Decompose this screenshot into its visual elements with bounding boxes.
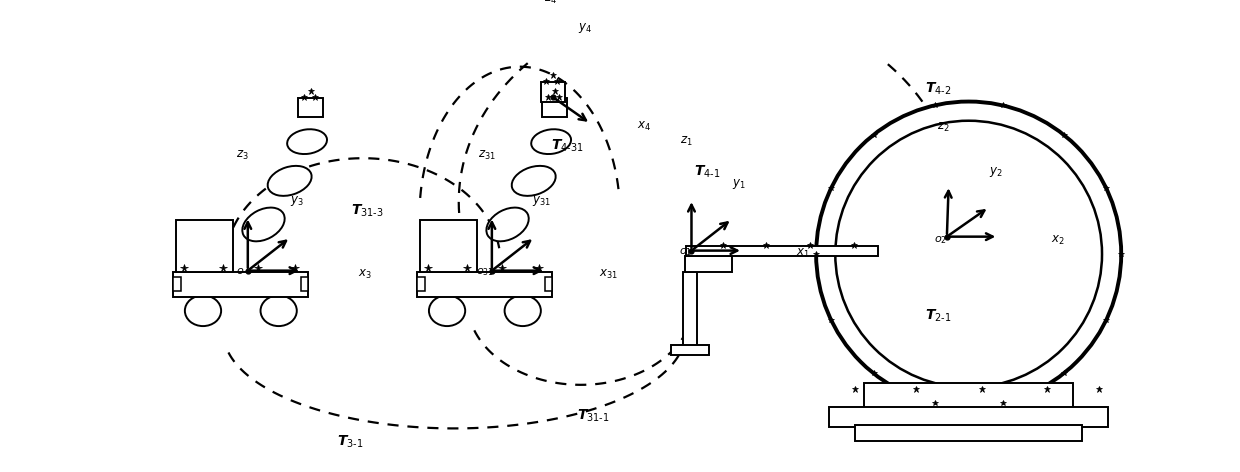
Text: $y_{31}$: $y_{31}$: [532, 194, 551, 208]
Text: $o_{31}$: $o_{31}$: [476, 266, 495, 278]
Bar: [830, 407, 1109, 427]
Ellipse shape: [512, 166, 556, 196]
Bar: [683, 271, 697, 350]
Text: $o_2$: $o_2$: [934, 234, 947, 246]
Bar: [542, 98, 567, 117]
Text: $o_1$: $o_1$: [680, 246, 692, 258]
Text: $x_3$: $x_3$: [357, 268, 372, 281]
Ellipse shape: [429, 295, 465, 326]
Text: $x_1$: $x_1$: [796, 247, 810, 261]
Bar: [174, 277, 181, 291]
Text: $x_4$: $x_4$: [637, 120, 651, 133]
Text: $z_{31}$: $z_{31}$: [477, 149, 496, 162]
Text: $\boldsymbol{T}_{4\text{-}31}$: $\boldsymbol{T}_{4\text{-}31}$: [552, 137, 584, 154]
Text: $z_4$: $z_4$: [543, 0, 557, 6]
Ellipse shape: [185, 295, 221, 326]
Ellipse shape: [260, 295, 296, 326]
Bar: [856, 425, 1083, 441]
Bar: [418, 277, 425, 291]
Ellipse shape: [486, 208, 528, 241]
Text: $z_2$: $z_2$: [937, 121, 950, 134]
Text: $y_2$: $y_2$: [988, 165, 1002, 179]
Text: $\boldsymbol{T}_{3\text{-}1}$: $\boldsymbol{T}_{3\text{-}1}$: [336, 434, 363, 450]
Ellipse shape: [242, 208, 285, 241]
Ellipse shape: [268, 166, 311, 196]
Text: $\boldsymbol{T}_{4\text{-}2}$: $\boldsymbol{T}_{4\text{-}2}$: [925, 81, 951, 97]
Text: $\boldsymbol{T}_{4\text{-}1}$: $\boldsymbol{T}_{4\text{-}1}$: [694, 164, 720, 180]
Bar: [686, 246, 878, 256]
Bar: [541, 83, 565, 101]
Bar: [174, 272, 309, 297]
Bar: [684, 256, 733, 271]
Text: $o$: $o$: [236, 266, 244, 276]
Bar: [176, 220, 233, 272]
Ellipse shape: [288, 129, 327, 154]
Circle shape: [816, 101, 1121, 406]
Bar: [864, 383, 1074, 409]
Bar: [671, 345, 709, 355]
Bar: [300, 277, 309, 291]
Ellipse shape: [505, 295, 541, 326]
Text: $x_2$: $x_2$: [1052, 234, 1065, 246]
Text: $\boldsymbol{T}_{31\text{-}1}$: $\boldsymbol{T}_{31\text{-}1}$: [578, 408, 610, 424]
Text: $y_1$: $y_1$: [732, 177, 745, 191]
Text: $z_3$: $z_3$: [236, 149, 249, 162]
Bar: [299, 98, 322, 117]
Text: $y_3$: $y_3$: [290, 194, 304, 208]
Bar: [420, 220, 476, 272]
Text: $\boldsymbol{T}_{2\text{-}1}$: $\boldsymbol{T}_{2\text{-}1}$: [925, 307, 951, 324]
Circle shape: [836, 121, 1102, 388]
Bar: [544, 277, 553, 291]
Text: $z_1$: $z_1$: [681, 135, 693, 148]
Text: $y_4$: $y_4$: [578, 21, 593, 35]
Text: $x_{31}$: $x_{31}$: [599, 268, 619, 281]
Bar: [418, 272, 553, 297]
Text: $\boldsymbol{T}_{31\text{-}3}$: $\boldsymbol{T}_{31\text{-}3}$: [351, 203, 383, 219]
Ellipse shape: [531, 129, 572, 154]
